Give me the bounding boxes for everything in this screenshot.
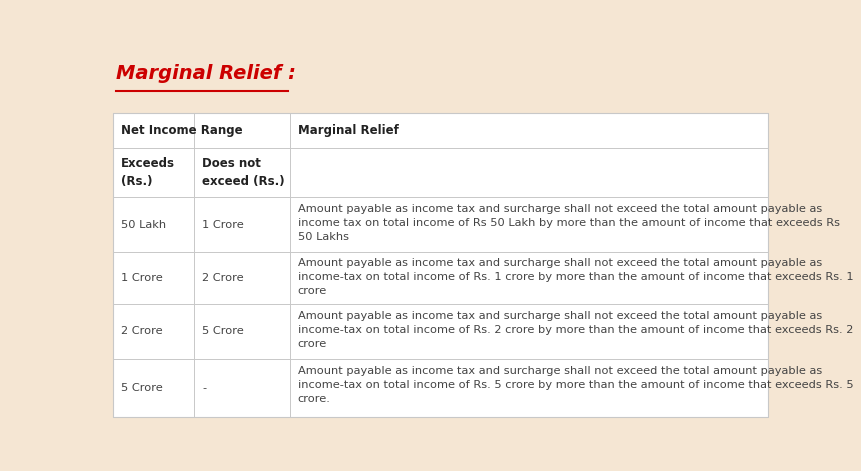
Text: 2 Crore: 2 Crore bbox=[202, 273, 244, 283]
Bar bbox=[113, 113, 768, 417]
Text: 5 Crore: 5 Crore bbox=[121, 383, 163, 393]
Text: Net Income Range: Net Income Range bbox=[121, 124, 243, 137]
Text: Amount payable as income tax and surcharge shall not exceed the total amount pay: Amount payable as income tax and surchar… bbox=[298, 258, 853, 296]
Text: 1 Crore: 1 Crore bbox=[121, 273, 163, 283]
Text: 50 Lakh: 50 Lakh bbox=[121, 219, 166, 229]
Text: 2 Crore: 2 Crore bbox=[121, 326, 163, 336]
Text: 1 Crore: 1 Crore bbox=[202, 219, 245, 229]
Text: Amount payable as income tax and surcharge shall not exceed the total amount pay: Amount payable as income tax and surchar… bbox=[298, 203, 839, 242]
Text: Marginal Relief: Marginal Relief bbox=[298, 124, 399, 137]
Text: Marginal Relief :: Marginal Relief : bbox=[115, 64, 295, 83]
Text: Exceeds
(Rs.): Exceeds (Rs.) bbox=[121, 157, 175, 188]
Text: 5 Crore: 5 Crore bbox=[202, 326, 245, 336]
Text: Does not
exceed (Rs.): Does not exceed (Rs.) bbox=[202, 157, 285, 188]
Text: Amount payable as income tax and surcharge shall not exceed the total amount pay: Amount payable as income tax and surchar… bbox=[298, 366, 853, 404]
Text: Amount payable as income tax and surcharge shall not exceed the total amount pay: Amount payable as income tax and surchar… bbox=[298, 310, 853, 349]
Text: -: - bbox=[202, 383, 207, 393]
